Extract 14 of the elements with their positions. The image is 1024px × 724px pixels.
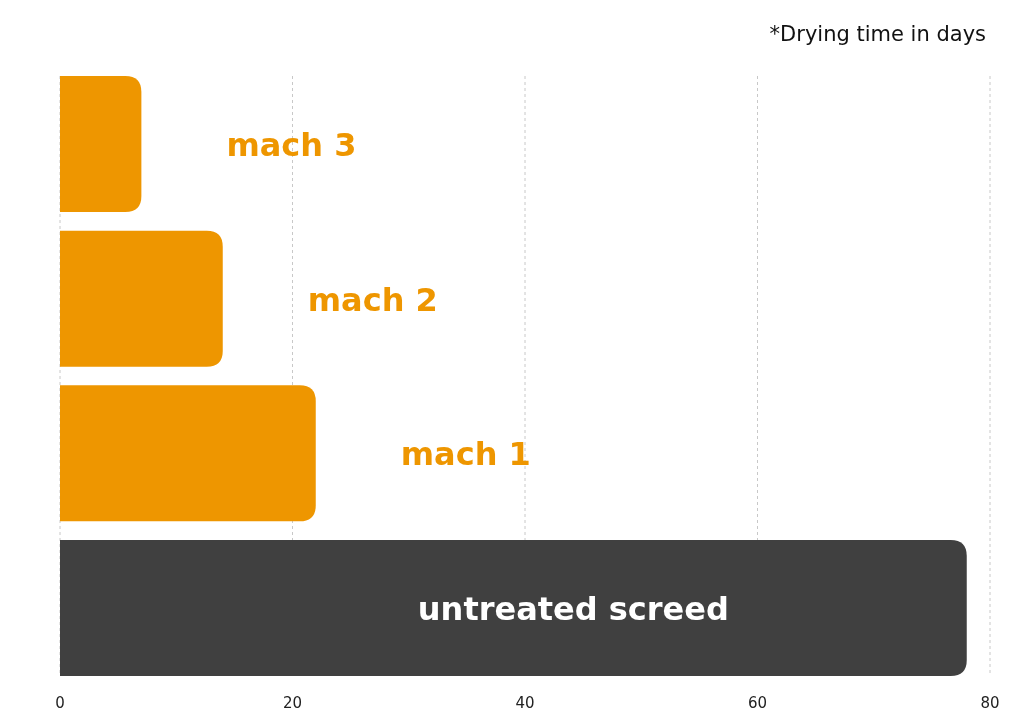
y-tick-label: untreated screed — [417, 589, 729, 628]
y-tick-label: mach 3 — [226, 126, 357, 165]
x-tick-label: 60 — [747, 694, 768, 712]
y-tick-label: mach 1 — [400, 435, 531, 474]
bar — [60, 76, 142, 213]
bar — [60, 539, 967, 676]
bar — [60, 385, 316, 522]
x-tick-label: 20 — [282, 694, 303, 712]
x-tick-label: 80 — [980, 694, 1000, 712]
chart-title: *Drying time in days — [769, 22, 986, 46]
bar — [60, 230, 223, 367]
x-tick-label: 40 — [515, 694, 535, 712]
y-tick-label: mach 2 — [307, 280, 438, 319]
x-tick-label: 0 — [55, 694, 65, 712]
